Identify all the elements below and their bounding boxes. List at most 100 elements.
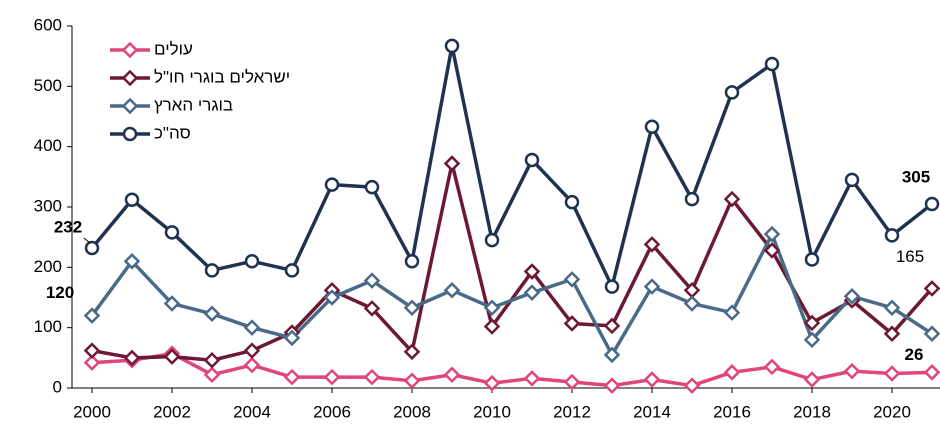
data-point [444, 38, 460, 54]
data-point [324, 177, 340, 192]
data-point [763, 358, 781, 376]
series-line [91, 351, 933, 388]
data-point [803, 371, 821, 388]
data-point [363, 272, 381, 289]
x-tick-label: 2010 [473, 402, 511, 421]
data-point [163, 295, 181, 312]
legend-label: בוגרי הארץ [154, 95, 233, 114]
data-point [883, 299, 901, 317]
y-tick-label: 0 [53, 377, 62, 396]
data-point [203, 351, 221, 369]
data-point [163, 348, 181, 365]
data-point [884, 228, 900, 243]
data-point [763, 242, 781, 259]
data-point [363, 368, 381, 386]
data-point [484, 232, 500, 248]
data-point [564, 194, 580, 210]
data-point [244, 254, 260, 269]
data-point [523, 370, 541, 387]
data-point [924, 196, 940, 212]
data-point [83, 342, 101, 359]
data-point [603, 317, 621, 335]
data-point [803, 331, 821, 349]
x-tick-label: 2006 [313, 402, 351, 421]
data-point [364, 179, 380, 195]
data-point [723, 190, 741, 208]
data-point [283, 329, 301, 347]
data-point [923, 325, 940, 342]
data-point [483, 299, 501, 317]
data-label: 232 [54, 218, 82, 237]
data-point [923, 280, 940, 297]
data-point [844, 172, 860, 188]
data-point [603, 377, 621, 394]
legend-label: עולים [154, 39, 193, 58]
data-point [683, 377, 701, 394]
data-point [563, 271, 581, 288]
x-tick-label: 2000 [73, 402, 111, 421]
data-point [203, 305, 221, 323]
data-point [523, 284, 541, 301]
legend-marker [121, 97, 139, 115]
x-tick-label: 2016 [713, 402, 751, 421]
data-point [723, 304, 741, 321]
data-point [323, 368, 341, 386]
y-tick-label: 300 [34, 196, 62, 215]
data-point [883, 325, 901, 342]
x-tick-label: 2004 [233, 402, 271, 421]
data-point [164, 225, 180, 240]
data-point [764, 56, 780, 72]
x-tick-label: 2018 [793, 402, 831, 421]
legend-marker [121, 69, 139, 87]
data-point [803, 314, 821, 332]
data-point [403, 343, 421, 361]
data-point [603, 346, 621, 364]
data-label: 165 [896, 247, 924, 266]
data-point [443, 155, 461, 172]
data-point [763, 225, 781, 243]
data-label: 26 [905, 345, 924, 364]
data-point [843, 288, 861, 305]
legend-label: סה"כ [154, 123, 191, 142]
data-point [804, 252, 820, 267]
data-point [723, 364, 741, 381]
data-label: 120 [46, 283, 74, 302]
data-point [403, 372, 421, 390]
data-point [524, 152, 540, 168]
data-point [123, 253, 141, 270]
legend-label: ישראלים בוגרי חו"ל [154, 67, 290, 86]
data-point [123, 349, 141, 367]
data-point [923, 364, 940, 381]
x-tick-label: 2008 [393, 402, 431, 421]
data-point [124, 192, 140, 208]
data-point [643, 371, 661, 388]
data-point [483, 318, 501, 335]
data-point [363, 300, 381, 317]
data-point [283, 368, 301, 386]
series-line [90, 44, 934, 289]
legend-marker [121, 41, 139, 59]
data-point [523, 263, 541, 280]
data-point [724, 85, 740, 100]
data-label: 305 [902, 167, 930, 186]
data-point [643, 278, 661, 295]
data-point [284, 263, 300, 278]
data-point [203, 366, 221, 383]
data-point [404, 254, 420, 269]
data-point [83, 307, 101, 324]
data-point [243, 342, 261, 359]
data-point [204, 263, 220, 278]
y-tick-label: 600 [34, 15, 62, 34]
series-line [90, 232, 933, 357]
data-point [563, 315, 581, 332]
data-point [243, 356, 261, 374]
data-point [84, 240, 100, 256]
data-point [643, 236, 661, 253]
y-tick-label: 200 [34, 257, 62, 276]
x-tick-label: 2012 [553, 402, 591, 421]
data-point [843, 362, 861, 380]
data-point [403, 299, 421, 317]
data-point [684, 191, 700, 207]
y-tick-label: 500 [34, 76, 62, 95]
